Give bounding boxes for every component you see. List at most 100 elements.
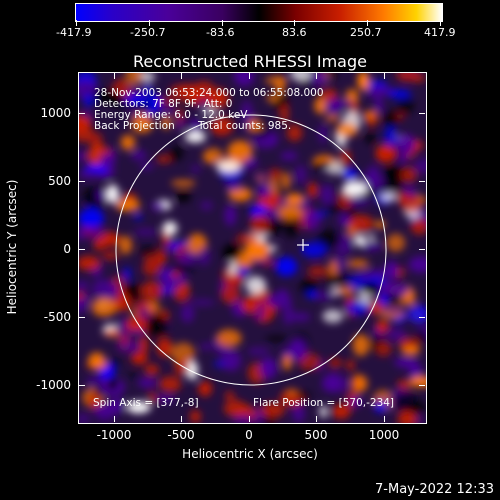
image-blob bbox=[347, 259, 369, 269]
colorbar-tick bbox=[440, 20, 441, 26]
image-blob bbox=[275, 76, 285, 96]
image-blob bbox=[416, 330, 426, 342]
image-blob bbox=[275, 256, 298, 277]
image-blob bbox=[159, 105, 174, 117]
colorbar-tick-label: 83.6 bbox=[282, 26, 307, 39]
image-blob bbox=[174, 359, 189, 376]
image-blob bbox=[92, 279, 116, 300]
image-blob bbox=[228, 187, 253, 202]
image-blob bbox=[375, 320, 389, 333]
image-blob bbox=[120, 134, 136, 151]
image-blob bbox=[180, 304, 195, 323]
image-blob bbox=[268, 168, 282, 181]
image-blob bbox=[79, 281, 90, 289]
y-axis-tick bbox=[79, 385, 85, 386]
image-blob bbox=[265, 293, 292, 308]
timestamp: 7-May-2022 12:33 bbox=[375, 482, 494, 497]
image-blob bbox=[396, 73, 420, 82]
x-tick-label: 1000 bbox=[368, 428, 400, 442]
image-blob bbox=[386, 233, 406, 252]
colorbar bbox=[75, 3, 443, 22]
image-blobs bbox=[79, 73, 426, 423]
image-blob bbox=[395, 133, 416, 155]
image-blob bbox=[367, 165, 380, 179]
image-blob bbox=[409, 376, 426, 388]
x-axis-tick-top bbox=[384, 73, 385, 79]
info-total-counts: Total counts: 985. bbox=[198, 120, 292, 132]
image-blob bbox=[184, 131, 206, 143]
image-blob bbox=[225, 391, 235, 400]
image-blob bbox=[315, 291, 335, 302]
image-blob bbox=[408, 256, 426, 273]
colorbar-tick bbox=[149, 20, 150, 26]
image-blob bbox=[227, 140, 253, 162]
image-blob bbox=[345, 88, 359, 104]
image-blob bbox=[79, 292, 85, 300]
image-blob bbox=[286, 389, 298, 396]
image-blob bbox=[347, 206, 357, 220]
y-tick-label: -1000 bbox=[36, 378, 71, 392]
image-blob bbox=[282, 172, 291, 190]
image-blob bbox=[352, 334, 370, 357]
image-blob bbox=[99, 153, 116, 166]
image-blob bbox=[88, 132, 103, 148]
colorbar-tick bbox=[76, 20, 77, 26]
info-detectors: Detectors: 7F 8F 9F, Att: 0 bbox=[94, 98, 233, 110]
x-tick-label: -1000 bbox=[96, 428, 132, 442]
image-blob bbox=[124, 95, 150, 104]
image-blob bbox=[144, 364, 160, 376]
image-blob bbox=[210, 116, 234, 136]
image-blob bbox=[354, 235, 366, 246]
y-axis-tick-right bbox=[419, 249, 425, 250]
image-blob bbox=[265, 335, 288, 342]
image-blob bbox=[373, 400, 388, 414]
image-blob bbox=[169, 84, 195, 97]
colorbar-tick bbox=[294, 20, 295, 26]
image-blob bbox=[313, 161, 333, 169]
y-axis-label: Heliocentric Y (arcsec) bbox=[5, 179, 19, 315]
image-blob bbox=[410, 217, 426, 235]
image-blob bbox=[304, 211, 320, 230]
image-blob bbox=[198, 381, 212, 397]
image-plot-area bbox=[78, 72, 427, 424]
y-axis-tick-right bbox=[419, 317, 425, 318]
x-axis-tick bbox=[114, 416, 115, 422]
image-blob bbox=[301, 242, 327, 258]
image-blob bbox=[346, 359, 355, 371]
x-axis-tick-top bbox=[249, 73, 250, 79]
image-blob bbox=[252, 173, 269, 180]
y-tick-label: 1000 bbox=[40, 106, 71, 120]
image-blob bbox=[365, 132, 375, 144]
image-blob bbox=[224, 204, 237, 226]
image-blob bbox=[225, 183, 242, 191]
image-blob bbox=[202, 109, 219, 116]
x-axis-tick-top bbox=[114, 73, 115, 79]
image-blob bbox=[247, 347, 270, 356]
image-blob bbox=[288, 339, 307, 362]
image-blob bbox=[244, 240, 270, 260]
image-blob bbox=[130, 352, 148, 365]
image-blob bbox=[249, 214, 270, 236]
image-blob bbox=[236, 233, 258, 244]
image-blob bbox=[161, 115, 171, 130]
image-blob bbox=[200, 201, 213, 211]
info-energy-range: Energy Range: 6.0 - 12.0 keV bbox=[94, 109, 248, 121]
image-blob bbox=[79, 80, 96, 96]
image-blob bbox=[133, 228, 158, 236]
image-blob bbox=[367, 234, 376, 241]
y-axis-tick-right bbox=[419, 113, 425, 114]
x-tick-label: 0 bbox=[245, 428, 253, 442]
image-blob bbox=[266, 94, 279, 102]
image-blob bbox=[241, 100, 253, 122]
image-blob bbox=[259, 357, 277, 379]
image-blob bbox=[382, 110, 399, 128]
image-blob bbox=[342, 181, 367, 197]
x-axis-tick bbox=[384, 416, 385, 422]
image-blob bbox=[162, 221, 178, 236]
image-blob bbox=[215, 160, 241, 173]
image-blob bbox=[156, 337, 173, 358]
image-blob bbox=[241, 296, 259, 314]
image-blob bbox=[171, 180, 196, 187]
image-blob bbox=[384, 126, 398, 147]
x-axis-tick bbox=[181, 416, 182, 422]
